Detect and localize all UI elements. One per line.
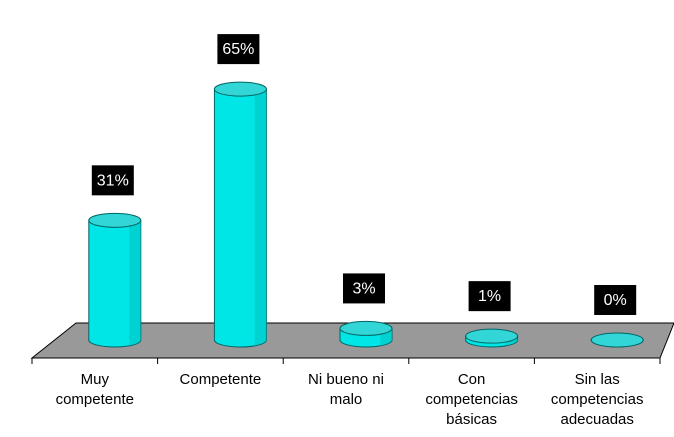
category-label: Con competencias básicas bbox=[410, 370, 534, 430]
data-label-text: 31% bbox=[97, 172, 129, 189]
bar bbox=[89, 213, 141, 347]
category-label: Muy competente bbox=[33, 370, 157, 410]
bar-top bbox=[214, 82, 266, 96]
data-label-text: 0% bbox=[604, 292, 627, 309]
category-label: Sin las competencias adecuadas bbox=[535, 370, 659, 430]
category-label: Competente bbox=[158, 370, 282, 390]
bar-shade bbox=[255, 89, 267, 346]
data-label: 1% bbox=[469, 281, 511, 311]
bar bbox=[466, 329, 518, 347]
data-label: 0% bbox=[594, 285, 636, 315]
data-label-text: 1% bbox=[478, 288, 501, 305]
bar bbox=[214, 82, 266, 347]
data-labels-group: 31% 65% 3% 1% 0% bbox=[92, 34, 636, 315]
bar-top bbox=[340, 321, 392, 335]
bar bbox=[340, 321, 392, 347]
bar-top bbox=[591, 333, 643, 347]
data-label: 31% bbox=[92, 165, 134, 195]
x-axis-ticks bbox=[32, 358, 660, 364]
category-label: Ni bueno ni malo bbox=[284, 370, 408, 410]
data-label: 65% bbox=[217, 34, 259, 64]
data-label-text: 3% bbox=[352, 280, 375, 297]
bar-top bbox=[466, 329, 518, 343]
bar-shade bbox=[129, 220, 141, 345]
data-label: 3% bbox=[343, 273, 385, 303]
bar-top bbox=[89, 213, 141, 227]
bars-group bbox=[89, 82, 643, 347]
data-label-text: 65% bbox=[222, 41, 254, 58]
bar bbox=[591, 333, 643, 347]
